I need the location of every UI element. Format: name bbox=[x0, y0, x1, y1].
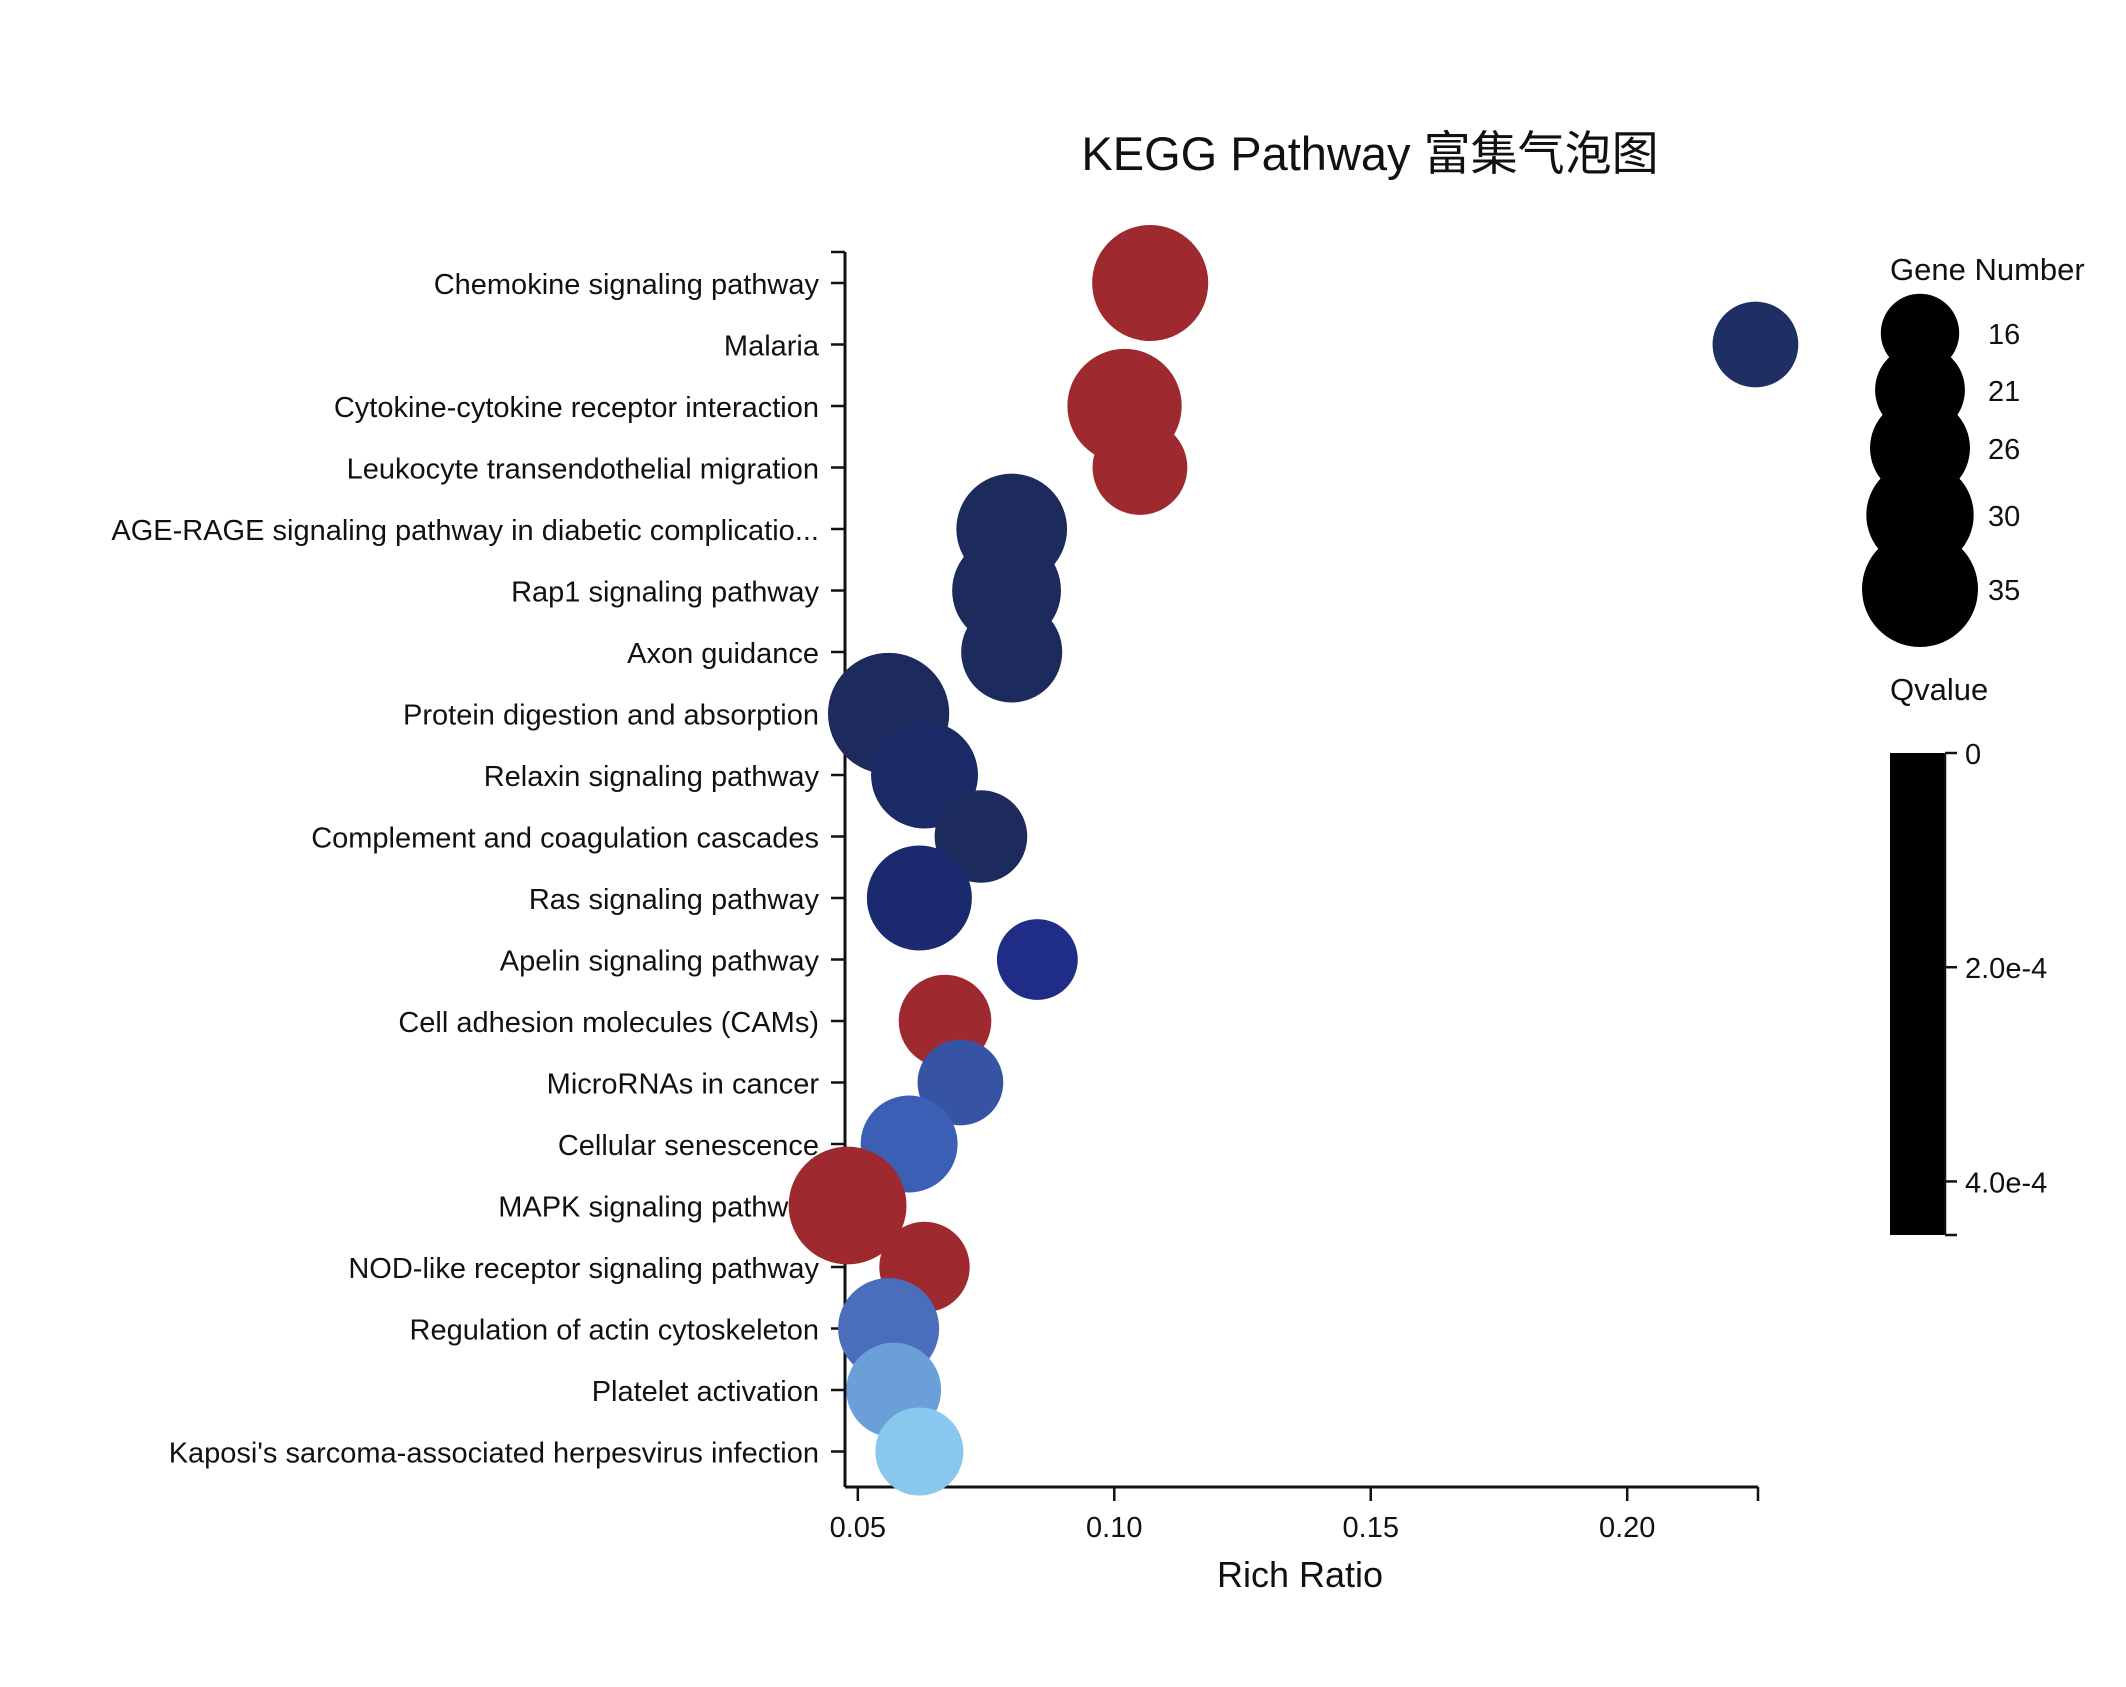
data-bubble bbox=[866, 845, 972, 951]
x-ticks: 0.05 0.10 0.15 0.20 bbox=[830, 1487, 1760, 1544]
y-tick-label: Kaposi's sarcoma-associated herpesvirus … bbox=[169, 1438, 819, 1470]
color-legend: Qvalue 0 2.0e-4 4.0e-4 bbox=[1890, 672, 2047, 1237]
colorbar-tick-label: 2.0e-4 bbox=[1965, 953, 2047, 985]
size-legend: Gene Number 16 21 26 30 35 bbox=[1862, 252, 2085, 647]
x-tick-label: 0.10 bbox=[1086, 1512, 1142, 1544]
y-tick-label: Cytokine-cytokine receptor interaction bbox=[334, 392, 819, 424]
y-tick-label: Chemokine signaling pathway bbox=[434, 269, 820, 301]
size-legend-bubble bbox=[1862, 531, 1978, 647]
y-tick-label: Apelin signaling pathway bbox=[500, 946, 820, 978]
y-tick-label: Ras signaling pathway bbox=[529, 884, 820, 916]
size-legend-label: 26 bbox=[1988, 434, 2020, 466]
y-tick-label: MicroRNAs in cancer bbox=[547, 1069, 820, 1101]
colorbar-tick-label: 4.0e-4 bbox=[1965, 1167, 2047, 1199]
y-tick-label: Platelet activation bbox=[592, 1376, 819, 1408]
size-legend-title: Gene Number bbox=[1890, 252, 2085, 287]
data-bubble bbox=[1092, 224, 1209, 342]
y-tick-label: Cell adhesion molecules (CAMs) bbox=[398, 1007, 819, 1039]
color-legend-title: Qvalue bbox=[1890, 672, 1988, 707]
y-tick-label: NOD-like receptor signaling pathway bbox=[348, 1253, 819, 1285]
data-bubble bbox=[875, 1407, 964, 1496]
x-tick-label: 0.05 bbox=[830, 1512, 886, 1544]
y-tick-label: AGE-RAGE signaling pathway in diabetic c… bbox=[111, 515, 819, 547]
chart-title: KEGG Pathway 富集气泡图 bbox=[1081, 127, 1658, 180]
y-tick-label: Axon guidance bbox=[627, 638, 819, 670]
data-bubble bbox=[961, 601, 1063, 703]
y-ticks: Chemokine signaling pathway Malaria Cytoki… bbox=[111, 250, 845, 1470]
y-tick-label: Relaxin signaling pathway bbox=[484, 761, 820, 793]
y-tick-label: MAPK signaling pathway bbox=[498, 1192, 819, 1224]
data-bubble bbox=[934, 790, 1028, 883]
data-bubble bbox=[1092, 420, 1188, 515]
colorbar-tick-label: 0 bbox=[1965, 739, 1981, 771]
y-tick-label: Cellular senescence bbox=[558, 1130, 819, 1162]
data-bubble bbox=[996, 919, 1078, 1000]
x-tick-label: 0.15 bbox=[1343, 1512, 1399, 1544]
size-legend-label: 16 bbox=[1988, 319, 2020, 351]
x-axis-label: Rich Ratio bbox=[1217, 1554, 1383, 1595]
data-bubble bbox=[917, 1039, 1004, 1126]
y-tick-label: Complement and coagulation cascades bbox=[311, 823, 819, 855]
x-tick-label: 0.20 bbox=[1599, 1512, 1655, 1544]
colorbar bbox=[1890, 753, 1945, 1235]
data-bubble bbox=[1712, 301, 1799, 388]
size-legend-label: 35 bbox=[1988, 575, 2020, 607]
y-tick-label: Leukocyte transendothelial migration bbox=[347, 454, 819, 486]
y-tick-label: Malaria bbox=[724, 331, 820, 363]
size-legend-label: 30 bbox=[1988, 501, 2020, 533]
y-tick-label: Rap1 signaling pathway bbox=[511, 577, 819, 609]
colorbar-ticks: 0 2.0e-4 4.0e-4 bbox=[1945, 739, 2047, 1199]
data-bubble bbox=[788, 1146, 907, 1265]
y-tick-label: Protein digestion and absorption bbox=[403, 700, 819, 732]
plot-axes bbox=[843, 252, 1758, 1489]
y-tick-label: Regulation of actin cytoskeleton bbox=[410, 1315, 819, 1347]
size-legend-label: 21 bbox=[1988, 376, 2020, 408]
bubbles bbox=[788, 224, 1799, 1496]
